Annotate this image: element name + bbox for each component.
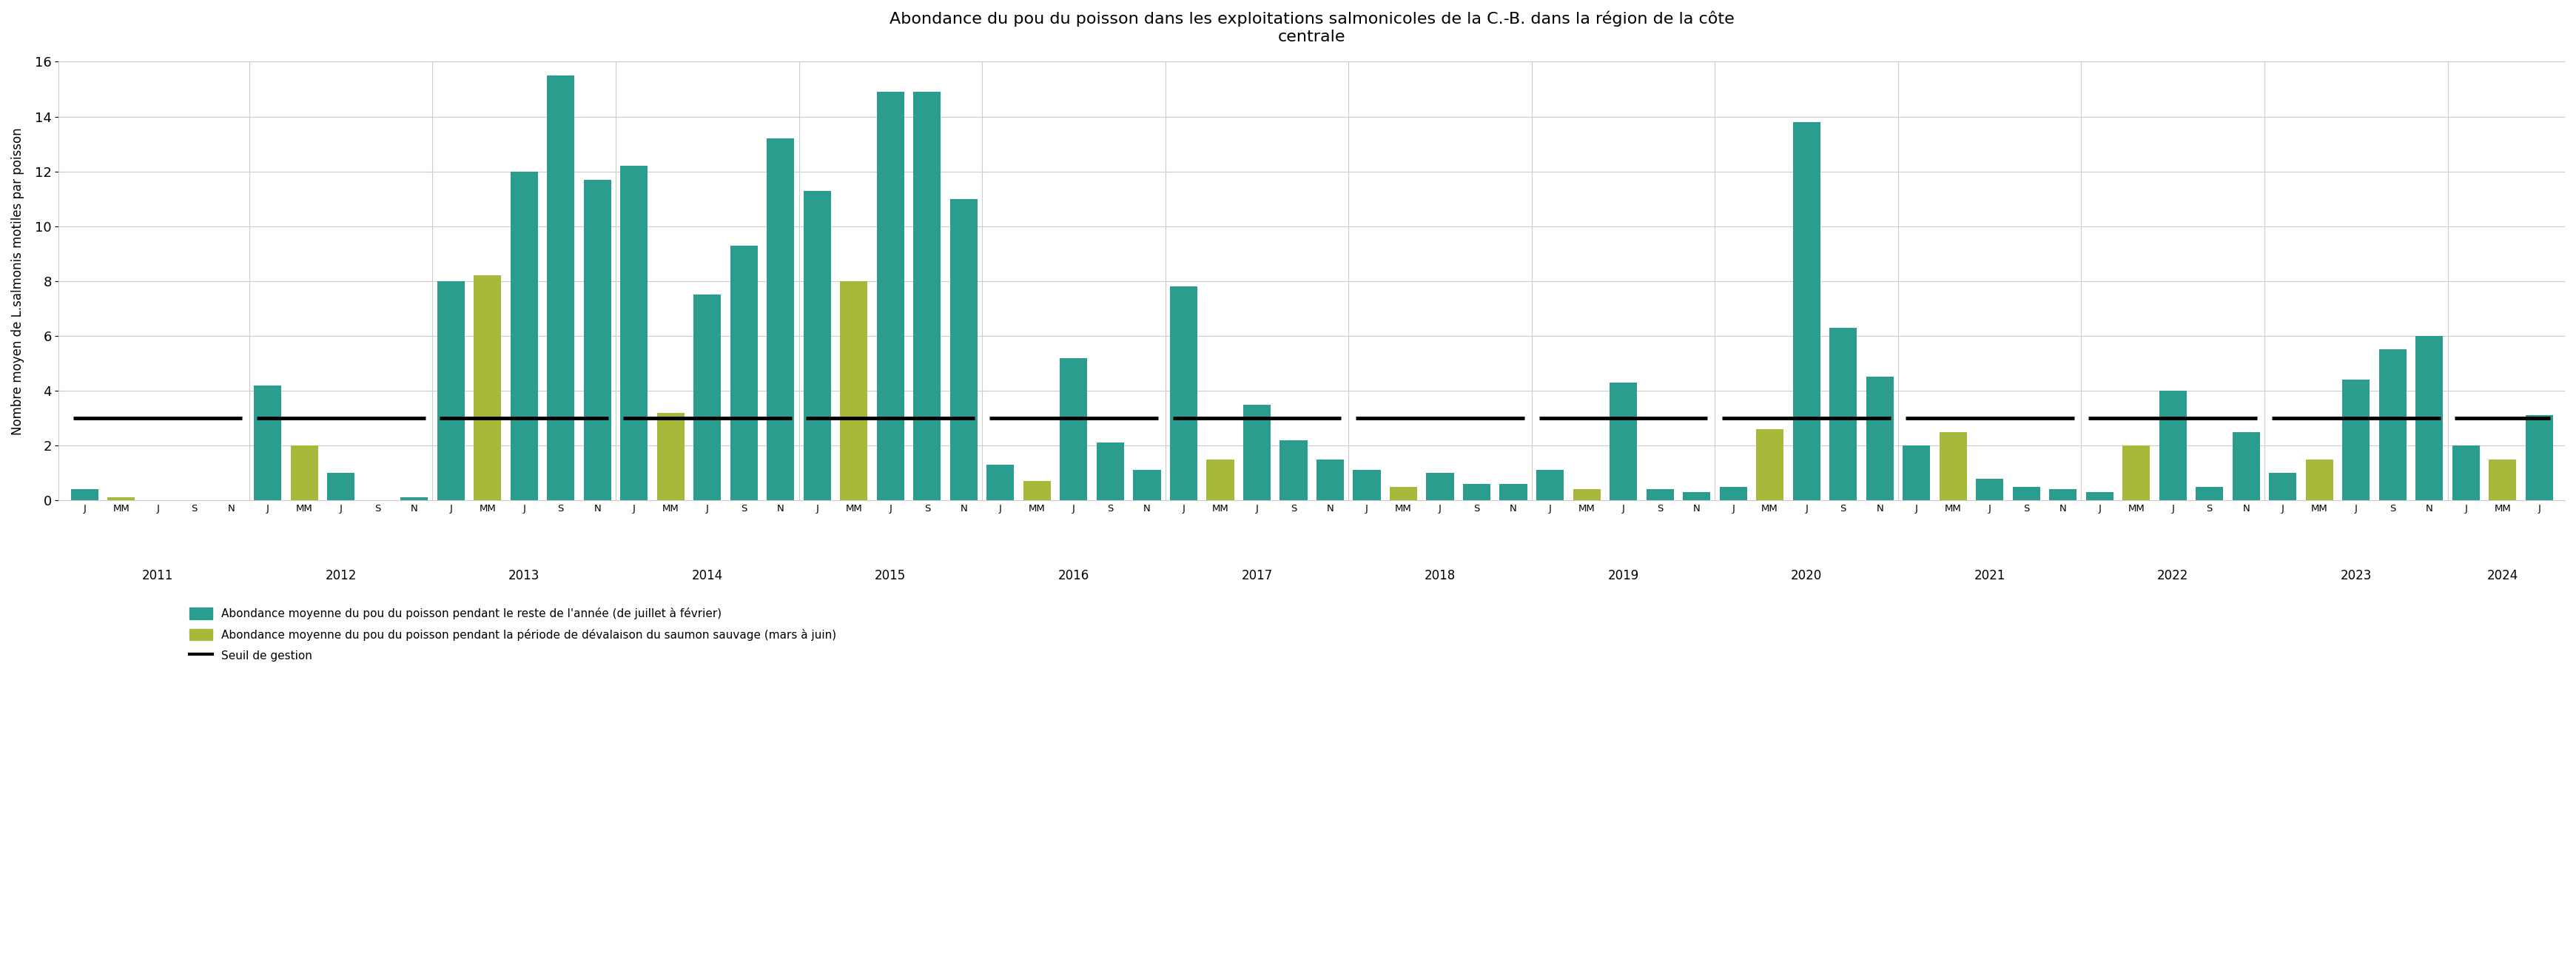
Text: 2013: 2013 (507, 569, 541, 582)
Bar (1976, 479, 2004, 501)
Bar (1206, 459, 1234, 501)
Bar (1352, 470, 1381, 501)
Bar (1829, 328, 1857, 501)
Bar (327, 473, 355, 501)
Bar (840, 281, 868, 501)
Bar (1280, 440, 1306, 501)
Text: 2017: 2017 (1242, 569, 1273, 582)
Bar (1023, 481, 1051, 501)
Bar (1904, 446, 1929, 501)
Bar (693, 294, 721, 501)
Bar (621, 166, 647, 501)
Text: 2021: 2021 (1973, 569, 2004, 582)
Bar (1316, 459, 1345, 501)
Bar (2380, 350, 2406, 501)
Bar (804, 191, 832, 501)
Bar (2269, 473, 2298, 501)
Bar (438, 281, 464, 501)
Bar (1610, 383, 1636, 501)
Bar (510, 172, 538, 501)
Legend: Abondance moyenne du pou du poisson pendant le reste de l'année (de juillet à fé: Abondance moyenne du pou du poisson pend… (191, 608, 837, 662)
Y-axis label: Nombre moyen de L.salmonis motiles par poisson: Nombre moyen de L.salmonis motiles par p… (10, 128, 23, 434)
Bar (585, 179, 611, 501)
Bar (1097, 443, 1123, 501)
Bar (2306, 459, 2334, 501)
Bar (1940, 432, 1965, 501)
Text: 2014: 2014 (693, 569, 724, 582)
Bar (1535, 470, 1564, 501)
Bar (1133, 470, 1162, 501)
Bar (70, 489, 98, 501)
Bar (1574, 489, 1600, 501)
Title: Abondance du pou du poisson dans les exploitations salmonicoles de la C.-B. dans: Abondance du pou du poisson dans les exp… (889, 12, 1734, 44)
Text: 2012: 2012 (325, 569, 355, 582)
Bar (951, 199, 976, 501)
Text: 2011: 2011 (142, 569, 173, 582)
Bar (729, 246, 757, 501)
Bar (2524, 415, 2553, 501)
Text: 2024: 2024 (2486, 569, 2519, 582)
Bar (2233, 432, 2259, 501)
Bar (914, 92, 940, 501)
Bar (657, 412, 685, 501)
Bar (1793, 122, 1821, 501)
Bar (2342, 380, 2370, 501)
Bar (1499, 484, 1528, 501)
Text: 2016: 2016 (1059, 569, 1090, 582)
Bar (399, 498, 428, 501)
Bar (1170, 287, 1198, 501)
Text: 2020: 2020 (1790, 569, 1821, 582)
Bar (2488, 459, 2517, 501)
Bar (1757, 429, 1783, 501)
Bar (2159, 390, 2187, 501)
Bar (1059, 358, 1087, 501)
Bar (2012, 486, 2040, 501)
Bar (1427, 473, 1453, 501)
Bar (1463, 484, 1492, 501)
Text: 2019: 2019 (1607, 569, 1638, 582)
Bar (108, 498, 134, 501)
Bar (2087, 492, 2112, 501)
Bar (1244, 405, 1270, 501)
Bar (876, 92, 904, 501)
Bar (1646, 489, 1674, 501)
Bar (255, 386, 281, 501)
Text: 2023: 2023 (2342, 569, 2372, 582)
Bar (1865, 377, 1893, 501)
Bar (1388, 486, 1417, 501)
Bar (2195, 486, 2223, 501)
Bar (2050, 489, 2076, 501)
Bar (768, 138, 793, 501)
Text: 2018: 2018 (1425, 569, 1455, 582)
Bar (291, 446, 317, 501)
Bar (987, 465, 1015, 501)
Bar (1682, 492, 1710, 501)
Text: 2022: 2022 (2156, 569, 2190, 582)
Text: 2015: 2015 (876, 569, 907, 582)
Bar (474, 275, 502, 501)
Bar (2123, 446, 2151, 501)
Bar (2416, 336, 2442, 501)
Bar (546, 76, 574, 501)
Bar (1718, 486, 1747, 501)
Bar (2452, 446, 2481, 501)
